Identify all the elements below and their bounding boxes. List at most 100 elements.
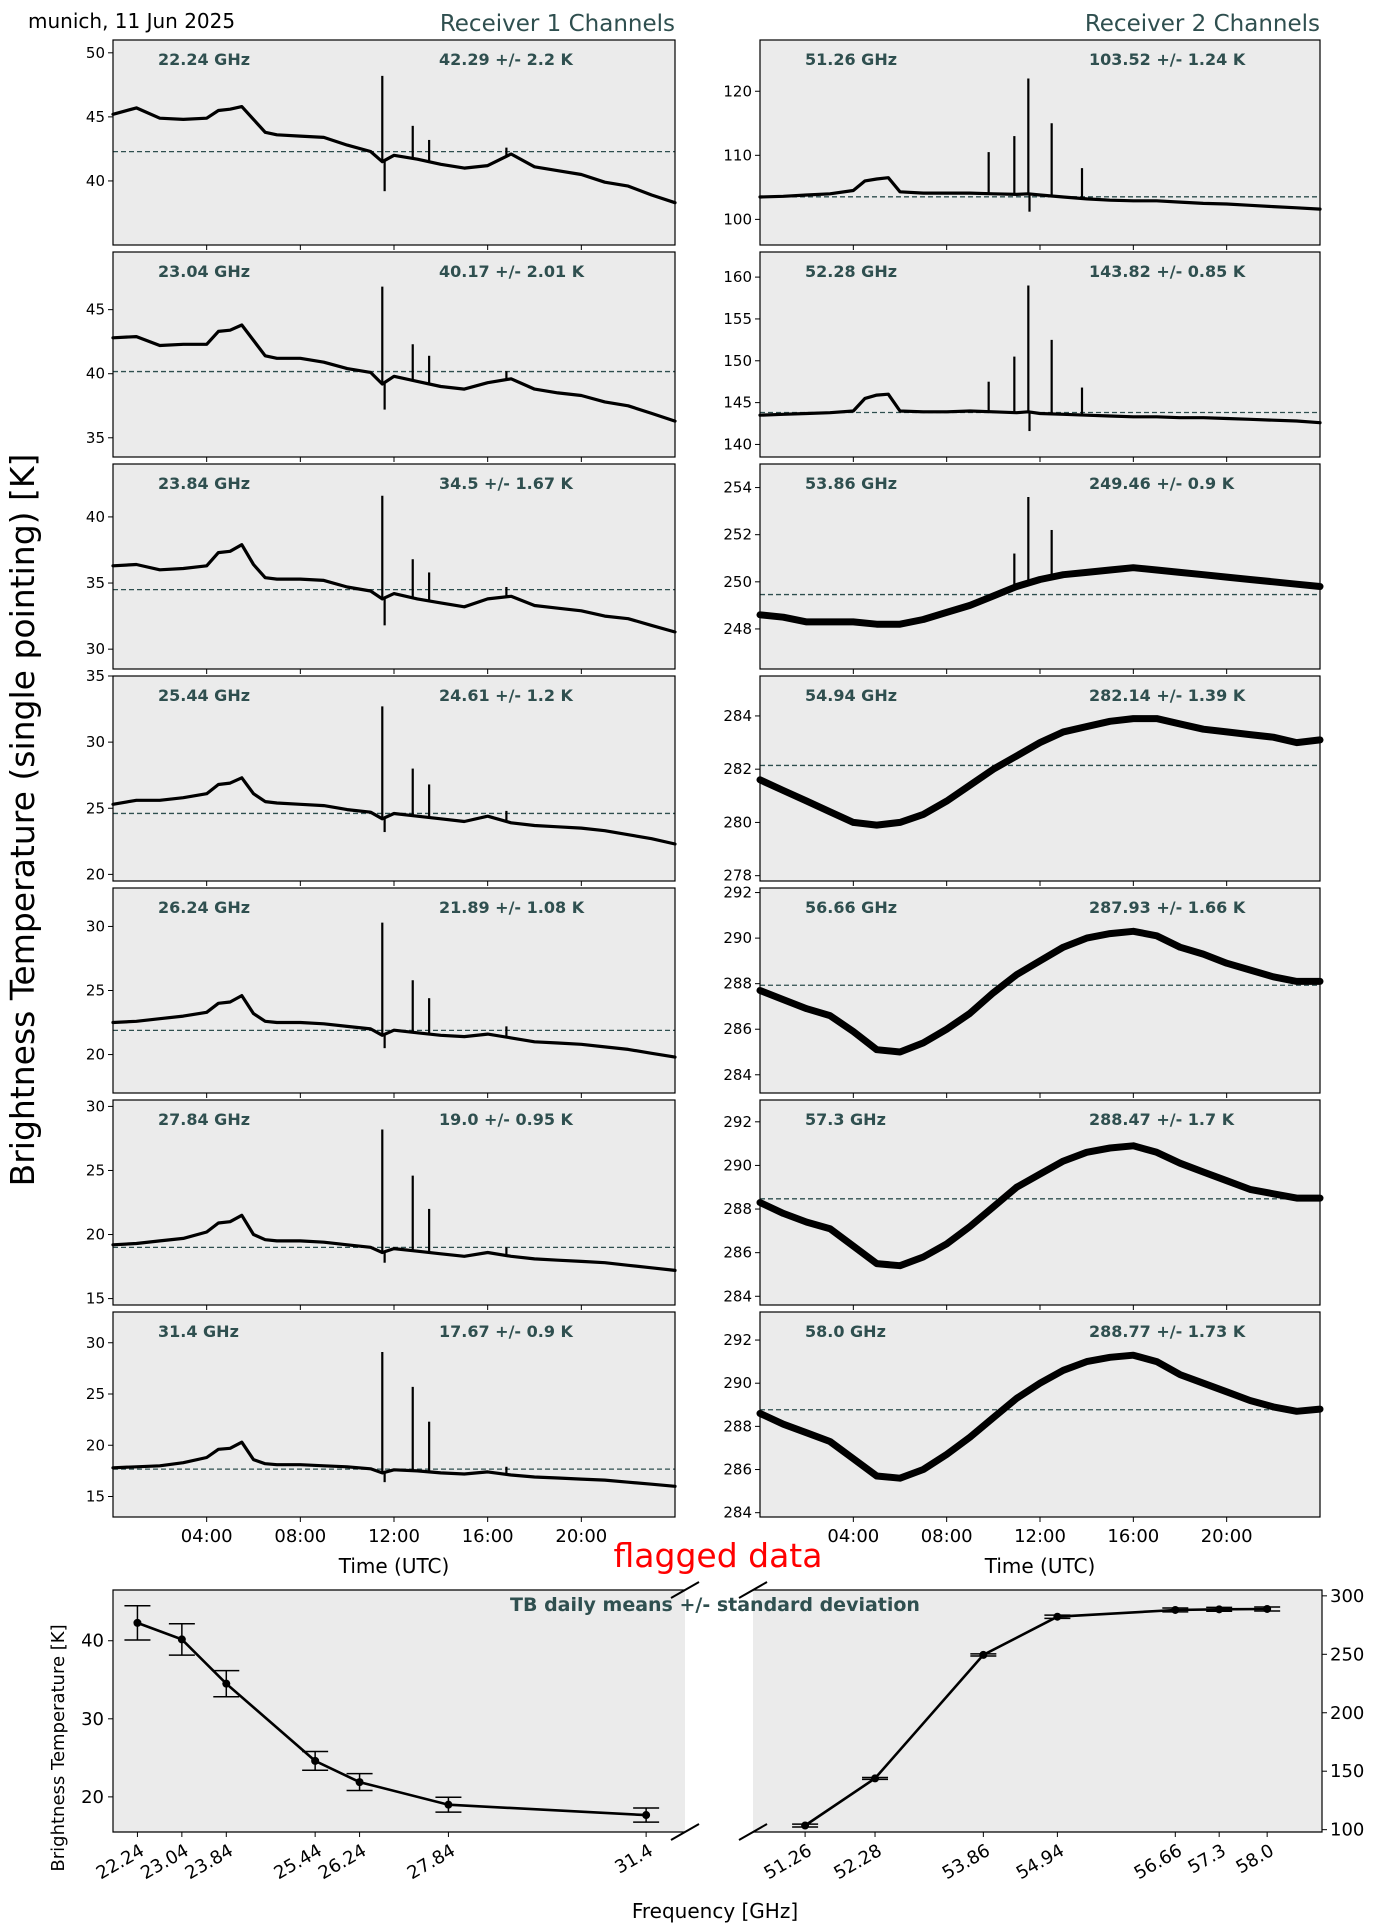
panel-5228: 140 145 150 155 160 52.28 GHz 143.82 +/- 0.85 … <box>723 251 1322 462</box>
panel-frame <box>112 675 676 882</box>
y-tick-label: 145 <box>723 394 752 412</box>
y-tick-label: 110 <box>723 146 752 164</box>
mean-point <box>311 1756 320 1765</box>
frequency-xlabel: Frequency [GHz] <box>632 1899 798 1923</box>
y-tick-label: 20 <box>86 1436 105 1454</box>
channel-frequency-label: 22.24 GHz <box>158 50 250 69</box>
y-tick-label: 20 <box>86 1226 105 1244</box>
channel-frequency-label: 53.86 GHz <box>805 474 897 493</box>
trace-line <box>756 564 1324 628</box>
panel-314: 15 20 25 30 31.4 GHz 17.67 +/- 0.9 K <box>86 1311 677 1522</box>
panel-background <box>760 1312 1320 1517</box>
channel-mean-std-label: 34.5 +/- 1.67 K <box>439 474 574 493</box>
panel-2624: 20 25 30 26.24 GHz 21.89 +/- 1.08 K <box>86 887 677 1098</box>
channel-mean-std-label: 19.0 +/- 0.95 K <box>439 1110 574 1129</box>
channel-mean-std-label: 21.89 +/- 1.08 K <box>439 898 585 917</box>
channel-mean-std-label: 288.77 +/- 1.73 K <box>1089 1322 1246 1341</box>
mean-point <box>1053 1612 1062 1621</box>
trace-line <box>111 1213 677 1273</box>
time-tick-label: 12:00 <box>368 1526 420 1547</box>
trace-line <box>756 927 1324 1056</box>
time-tick-label: 04:00 <box>827 1526 879 1547</box>
panel-background <box>760 252 1320 457</box>
y-tick-label: 254 <box>723 479 752 497</box>
trace-line <box>111 1440 677 1488</box>
panel-background <box>760 464 1320 669</box>
panel-frame <box>112 39 676 246</box>
y-tick-label: 250 <box>1330 1644 1364 1665</box>
mean-point <box>177 1635 186 1644</box>
axes-frame <box>112 1589 685 1833</box>
channel-mean-std-label: 17.67 +/- 0.9 K <box>439 1322 574 1341</box>
panel-2784: 15 20 25 30 27.84 GHz 19.0 +/- 0.95 K <box>86 1097 677 1310</box>
panel-frame <box>759 39 1321 246</box>
panel-2384: 30 35 40 23.84 GHz 34.5 +/- 1.67 K <box>86 463 677 674</box>
time-tick-label: 08:00 <box>274 1526 326 1547</box>
time-tick-label: 16:00 <box>1107 1526 1159 1547</box>
y-tick-label: 292 <box>723 1331 752 1349</box>
y-tick-label: 40 <box>86 508 105 526</box>
time-xlabel-receiver1: Time (UTC) <box>338 1554 450 1578</box>
y-tick-label: 280 <box>723 813 752 831</box>
axes-background <box>113 1590 685 1832</box>
panel-573: 284 286 288 290 292 57.3 GHz 288.47 +/- 1.7 K <box>723 1099 1324 1310</box>
y-tick-label: 140 <box>723 435 752 453</box>
y-tick-label: 30 <box>86 733 105 751</box>
trace-line <box>111 543 677 634</box>
y-tick-label: 35 <box>86 667 105 685</box>
y-tick-label: 150 <box>723 352 752 370</box>
y-tick-label: 40 <box>86 172 105 190</box>
y-tick-label: 292 <box>723 884 752 902</box>
time-tick-label: 20:00 <box>555 1526 607 1547</box>
axis-break-mark <box>738 1581 768 1599</box>
y-tick-label: 288 <box>723 975 752 993</box>
channel-frequency-label: 56.66 GHz <box>805 898 897 917</box>
channel-frequency-label: 23.04 GHz <box>158 262 250 281</box>
panel-2544: 20 25 30 35 25.44 GHz 24.61 +/- 1.2 K <box>86 667 677 886</box>
channel-frequency-label: 54.94 GHz <box>805 686 897 705</box>
time-tick-label: 12:00 <box>1014 1526 1066 1547</box>
y-tick-label: 40 <box>86 365 105 383</box>
panel-5666: 284 286 288 290 292 56.66 GHz 287.93 +/- 1.66 … <box>723 884 1324 1098</box>
y-tick-label: 40 <box>81 1631 104 1652</box>
y-tick-label: 284 <box>723 1066 752 1084</box>
channel-mean-std-label: 103.52 +/- 1.24 K <box>1089 50 1246 69</box>
trace-line <box>111 993 677 1059</box>
panel-580: 284 286 288 290 292 58.0 GHz 288.77 +/- 1.73 K <box>723 1311 1324 1522</box>
panel-background <box>113 676 675 881</box>
y-tick-label: 288 <box>723 1417 752 1435</box>
trace-line <box>111 323 677 423</box>
channel-frequency-label: 57.3 GHz <box>805 1110 886 1129</box>
channel-mean-std-label: 40.17 +/- 2.01 K <box>439 262 585 281</box>
panel-frame <box>759 675 1321 882</box>
channel-mean-std-label: 282.14 +/- 1.39 K <box>1089 686 1246 705</box>
y-tick-label: 30 <box>86 917 105 935</box>
y-tick-label: 120 <box>723 82 752 100</box>
y-tick-label: 20 <box>86 1046 105 1064</box>
channel-mean-std-label: 249.46 +/- 0.9 K <box>1089 474 1235 493</box>
panel-background <box>113 252 675 457</box>
panel-frame <box>112 1099 676 1306</box>
time-tick-label: 20:00 <box>1201 1526 1253 1547</box>
daily-means-ylabel: Brightness Temperature [K] <box>48 1624 69 1871</box>
panel-background <box>113 1100 675 1305</box>
mean-point <box>642 1811 651 1820</box>
panel-background <box>113 1312 675 1517</box>
y-tick-label: 45 <box>86 301 105 319</box>
y-tick-label: 30 <box>81 1709 104 1730</box>
channel-mean-std-label: 24.61 +/- 1.2 K <box>439 686 574 705</box>
y-tick-label: 45 <box>86 108 105 126</box>
panel-frame <box>112 251 676 458</box>
panel-background <box>760 40 1320 245</box>
panel-2224: 40 45 50 22.24 GHz 42.29 +/- 2.2 K <box>86 39 677 250</box>
channel-frequency-label: 26.24 GHz <box>158 898 250 917</box>
panel-5126: 100 110 120 51.26 GHz 103.52 +/- 1.24 K <box>723 39 1322 250</box>
mean-point <box>871 1774 880 1783</box>
y-tick-label: 155 <box>723 310 752 328</box>
y-tick-label: 284 <box>723 1504 752 1522</box>
trace-line <box>758 176 1322 211</box>
channel-mean-std-label: 143.82 +/- 0.85 K <box>1089 262 1246 281</box>
y-tick-label: 288 <box>723 1200 752 1218</box>
